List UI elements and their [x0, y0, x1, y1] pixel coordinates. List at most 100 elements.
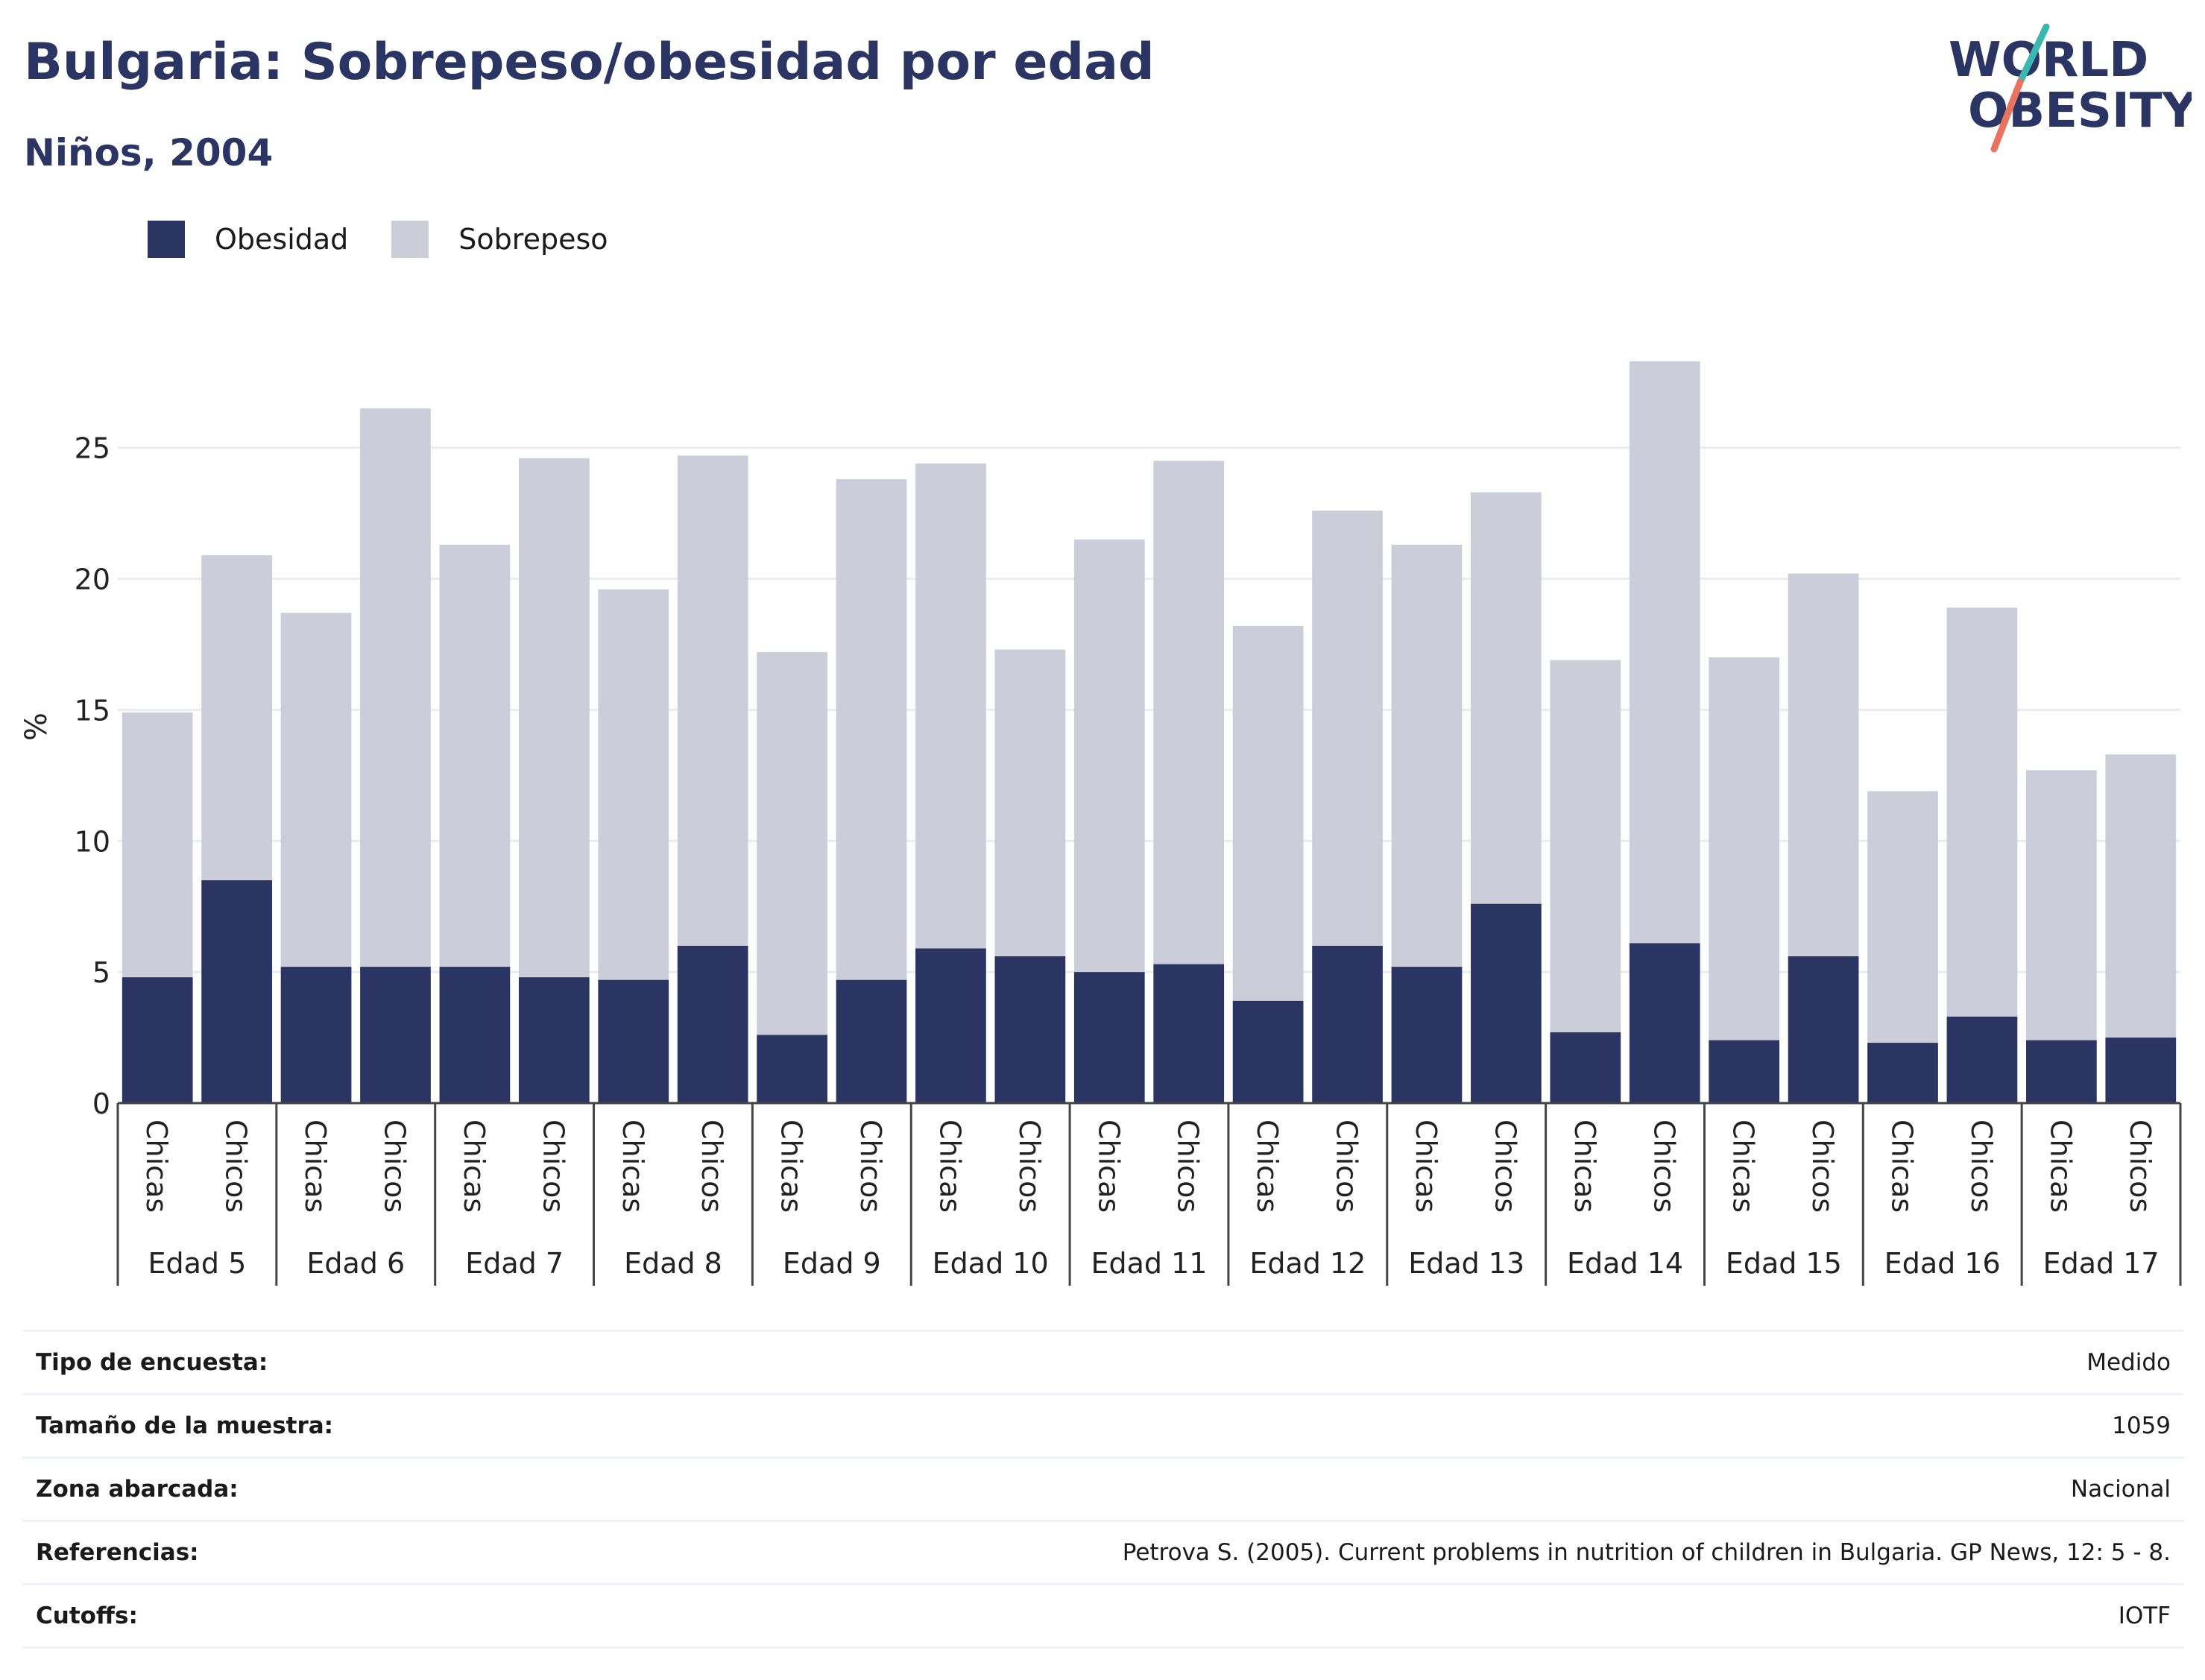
bar-sobrepeso: [201, 555, 272, 881]
bar-obesidad: [598, 979, 669, 1103]
x-subcategory-label: Chicos: [1489, 1120, 1521, 1213]
legend-swatch-obesidad: [148, 221, 185, 258]
x-subcategory-label: Chicos: [1013, 1120, 1046, 1213]
bar-obesidad: [836, 979, 907, 1103]
bar-obesidad: [1788, 956, 1859, 1103]
bar-obesidad: [1946, 1016, 2018, 1103]
info-label: Tamaño de la muestra:: [36, 1412, 334, 1439]
legend-item-obesidad[interactable]: Obesidad: [148, 221, 348, 258]
bar-sobrepeso: [2026, 770, 2097, 1040]
bar-sobrepeso: [1073, 539, 1145, 973]
bar-sobrepeso: [836, 479, 907, 980]
x-subcategory-label: Chicos: [378, 1120, 411, 1213]
x-group-label: Edad 12: [1249, 1247, 1366, 1280]
bar-obesidad: [677, 945, 748, 1103]
info-label: Tipo de encuesta:: [36, 1349, 268, 1376]
bar-sobrepeso: [598, 589, 669, 980]
info-value: Medido: [2086, 1349, 2171, 1376]
x-subcategory-label: Chicas: [2044, 1120, 2077, 1213]
x-subcategory-label: Chicas: [1410, 1120, 1442, 1213]
bar-sobrepeso: [2105, 754, 2177, 1038]
x-group-label: Edad 17: [2043, 1247, 2160, 1280]
bar-sobrepeso: [1709, 657, 1780, 1040]
x-subcategory-label: Chicos: [220, 1120, 253, 1213]
x-subcategory-label: Chicos: [695, 1120, 728, 1213]
bar-obesidad: [994, 956, 1066, 1103]
y-tick-label: 5: [92, 956, 110, 989]
chart-legend: Obesidad Sobrepeso: [148, 221, 652, 258]
bar-obesidad: [1153, 964, 1225, 1103]
x-subcategory-label: Chicos: [1806, 1120, 1839, 1213]
x-subcategory-label: Chicas: [933, 1120, 966, 1213]
logo-text-world: WORLD: [1949, 33, 2148, 88]
x-group-label: Edad 6: [306, 1247, 405, 1280]
bar-sobrepeso: [1550, 660, 1621, 1033]
bar-sobrepeso: [1153, 461, 1225, 964]
info-label: Zona abarcada:: [36, 1476, 239, 1503]
x-group-label: Edad 10: [933, 1247, 1049, 1280]
bar-sobrepeso: [1629, 361, 1700, 944]
info-row-cutoffs: Cutoffs: IOTF: [22, 1583, 2184, 1649]
y-tick-label: 25: [75, 432, 110, 465]
survey-info-table: Tipo de encuesta: Medido Tamaño de la mu…: [22, 1330, 2184, 1649]
bar-obesidad: [2105, 1038, 2177, 1103]
info-label: Cutoffs:: [36, 1602, 138, 1629]
bar-sobrepeso: [439, 544, 511, 967]
x-subcategory-label: Chicas: [1568, 1120, 1601, 1213]
y-tick-label: 10: [75, 825, 110, 858]
x-subcategory-label: Chicas: [1886, 1120, 1919, 1213]
bar-sobrepeso: [280, 613, 352, 967]
x-group-label: Edad 15: [1726, 1247, 1842, 1280]
info-row-area: Zona abarcada: Nacional: [22, 1456, 2184, 1520]
x-group-label: Edad 5: [148, 1247, 247, 1280]
legend-label-obesidad: Obesidad: [215, 223, 349, 256]
bar-obesidad: [1867, 1043, 1938, 1103]
bar-obesidad: [1073, 972, 1145, 1103]
legend-item-sobrepeso[interactable]: Sobrepeso: [391, 221, 608, 258]
x-group-label: Edad 7: [465, 1247, 564, 1280]
bar-sobrepeso: [122, 712, 193, 978]
bar-obesidad: [1232, 1000, 1304, 1103]
bar-obesidad: [360, 967, 431, 1103]
bar-sobrepeso: [1867, 791, 1938, 1043]
bar-obesidad: [122, 977, 193, 1103]
chart-title: Bulgaria: Sobrepeso/obesidad por edad: [24, 33, 1155, 92]
legend-swatch-sobrepeso: [391, 221, 429, 258]
x-group-label: Edad 13: [1408, 1247, 1524, 1280]
x-subcategory-label: Chicas: [775, 1120, 808, 1213]
bar-obesidad: [915, 948, 986, 1103]
bar-obesidad: [757, 1035, 827, 1103]
world-obesity-logo: WORLD OBESITY: [1949, 23, 2192, 153]
x-group-label: Edad 8: [624, 1247, 722, 1280]
stacked-bar-chart: 0 5 10 15 20 25% Chicas Chicos Chicas Chicos Chica…: [19, 361, 2182, 1286]
x-subcategory-label: Chicas: [1092, 1120, 1125, 1213]
bar-obesidad: [1391, 967, 1463, 1103]
bar-sobrepeso: [994, 649, 1066, 957]
chart-subtitle: Niños, 2004: [24, 131, 274, 174]
bar-obesidad: [280, 967, 352, 1103]
info-value: 1059: [2112, 1412, 2171, 1439]
x-subcategory-label: Chicas: [140, 1120, 173, 1213]
bar-obesidad: [439, 967, 511, 1103]
y-tick-label: 0: [92, 1087, 110, 1120]
x-subcategory-label: Chicos: [2124, 1120, 2157, 1213]
x-group-label: Edad 16: [1884, 1247, 2001, 1280]
bar-obesidad: [2026, 1040, 2097, 1103]
x-group-label: Edad 9: [783, 1247, 881, 1280]
bar-sobrepeso: [1946, 607, 2018, 1017]
x-subcategory-label: Chicos: [854, 1120, 887, 1213]
info-row-references: Referencias: Petrova S. (2005). Current …: [22, 1520, 2184, 1583]
x-group-label: Edad 11: [1091, 1247, 1208, 1280]
bar-sobrepeso: [757, 652, 827, 1035]
x-subcategory-label: Chicas: [616, 1120, 649, 1213]
x-subcategory-label: Chicas: [1251, 1120, 1284, 1213]
bar-sobrepeso: [1471, 492, 1542, 904]
logo-slash-top: [2016, 23, 2050, 86]
bar-obesidad: [1550, 1032, 1621, 1103]
info-value: Petrova S. (2005). Current problems in n…: [1122, 1539, 2171, 1566]
bar-obesidad: [1471, 903, 1542, 1103]
bar-obesidad: [518, 977, 590, 1103]
bar-sobrepeso: [1391, 544, 1463, 967]
x-subcategory-label: Chicos: [1647, 1120, 1680, 1213]
bar-sobrepeso: [1232, 625, 1304, 1001]
